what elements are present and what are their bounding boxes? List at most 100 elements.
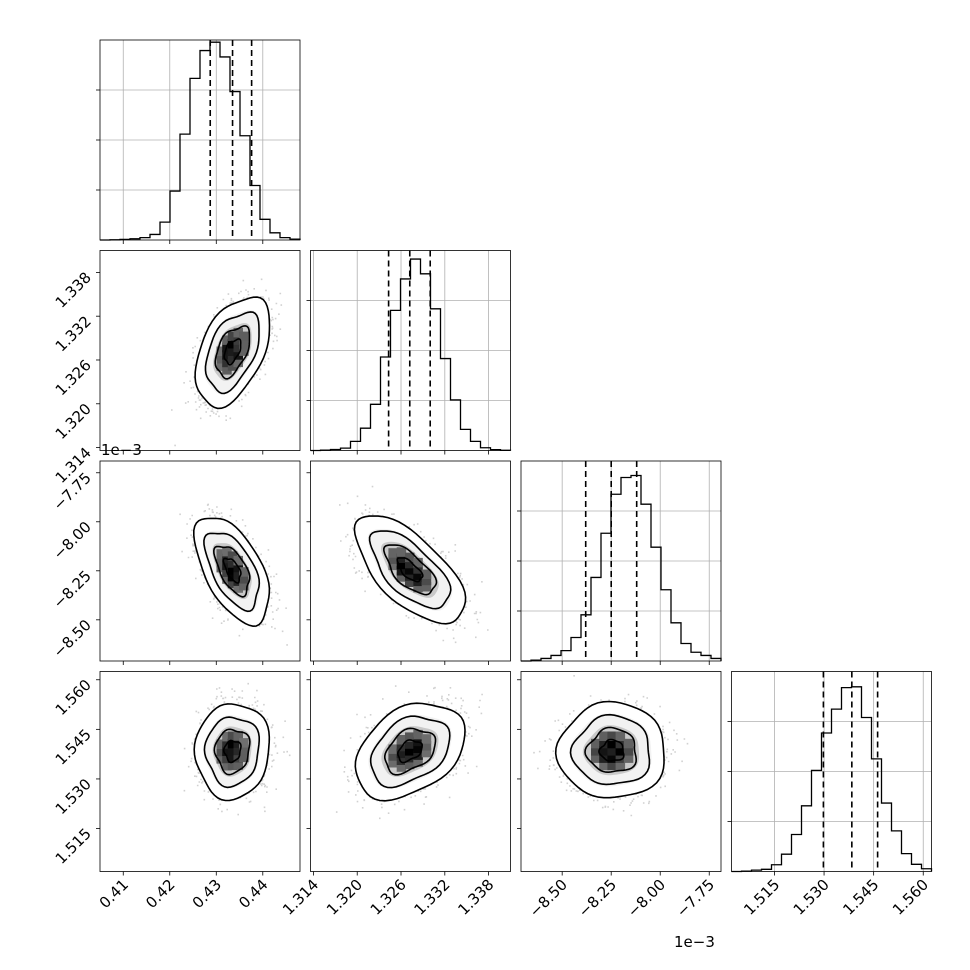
x-tick-label: −8.00: [624, 876, 669, 921]
density-cell: [599, 738, 609, 749]
x-axis-labels-3: −8.50 −8.25 −8.00 −7.75: [526, 876, 718, 921]
density-cell: [405, 565, 415, 575]
panel-content: [171, 278, 283, 447]
x-tick-label: 1.320: [323, 876, 366, 919]
y-tick-label: 1.530: [52, 775, 95, 818]
density-cell: [233, 583, 243, 593]
density-cell: [222, 350, 232, 360]
density-cell: [227, 361, 238, 371]
scatter-panel-4-1: [96, 679, 291, 876]
x-tick-label: 1.530: [790, 876, 833, 919]
density-cell: [216, 549, 226, 559]
density-cell: [233, 569, 243, 580]
x-tick-label: −8.25: [575, 876, 620, 921]
contour-line-1: [569, 713, 651, 786]
y-tick-label: 1.545: [52, 725, 95, 768]
density-cell: [615, 760, 626, 771]
density-cell: [615, 753, 626, 763]
density-cell: [233, 357, 243, 368]
x-tick-label: 0.43: [189, 876, 225, 912]
density-cell: [233, 342, 243, 353]
density-cell: [396, 547, 407, 557]
x-tick-label: 1.545: [839, 876, 882, 919]
x-tick-label: 1.515: [740, 876, 783, 919]
density-cell: [413, 729, 423, 740]
density-cell: [222, 546, 232, 557]
contour-line-1: [369, 715, 451, 789]
density-cell: [227, 558, 238, 568]
density-cell: [216, 346, 226, 356]
density-cell: [239, 752, 249, 763]
density-cell: [233, 555, 243, 566]
density-cell: [388, 751, 398, 761]
contour-line-2: [213, 728, 251, 776]
density-cell: [227, 551, 238, 561]
density-cell: [405, 732, 415, 742]
panel-content: [533, 675, 689, 817]
y-tick-label: 1.515: [52, 825, 95, 868]
density-cell: [222, 365, 232, 375]
density-cell: [216, 746, 226, 757]
density-cell: [405, 746, 415, 756]
density-cell: [227, 353, 238, 364]
density-cell: [421, 582, 432, 592]
x-tick-label: 1.560: [889, 876, 932, 919]
density-cell: [222, 574, 232, 584]
hist-step-3: [521, 474, 722, 662]
density-cell: [413, 557, 423, 568]
density-cell: [216, 556, 226, 566]
density-cell: [413, 570, 423, 580]
density-cell: [405, 552, 415, 563]
contour-line-2: [214, 325, 251, 380]
density-cell: [239, 738, 249, 748]
density-cell: [233, 731, 243, 741]
density-cell: [233, 335, 243, 345]
x-axis-labels-2: 1.314 1.320 1.326 1.332 1.338: [279, 876, 497, 919]
x-axis-labels-4: 1.515 1.530 1.545 1.560: [740, 871, 932, 919]
density-cell: [239, 346, 249, 356]
hist-frame-4: [731, 671, 932, 872]
x-tick-label: 1.326: [367, 876, 410, 919]
contour-line-1: [203, 716, 260, 789]
contour-line-0: [194, 296, 271, 410]
density-cell: [222, 731, 232, 742]
density-cell: [607, 746, 617, 756]
contour-line-1: [204, 311, 260, 395]
scatter-panel-4-2: [306, 679, 490, 876]
x-tick-label: −8.50: [526, 876, 571, 921]
density-cell: [233, 327, 243, 338]
x-tick-label: 1.332: [411, 876, 454, 919]
density-cell: [413, 743, 423, 753]
hist-step-2: [310, 258, 512, 452]
density-cell: [233, 738, 243, 748]
y-tick-label: 1.560: [52, 676, 95, 719]
panel-content: [183, 682, 291, 816]
contour-line-3: [222, 557, 242, 584]
y-tick-label: 1.320: [52, 400, 95, 443]
scatter-panel-4-3: [517, 675, 710, 876]
density-cell: [623, 746, 634, 756]
density-cell: [239, 574, 249, 584]
contour-line-0: [354, 702, 466, 802]
density-cell: [413, 582, 423, 593]
density-cell: [607, 760, 617, 771]
contour-line-0: [193, 517, 271, 628]
density-cell: [591, 746, 601, 756]
contour-line-2: [382, 544, 438, 596]
density-cell: [607, 738, 617, 749]
contour-line-3: [222, 739, 242, 764]
density-cell: [396, 762, 407, 772]
scatter-frame-3-1: [99, 460, 301, 662]
scatter-panel-3-1: [96, 472, 288, 665]
density-cell: [623, 753, 634, 763]
density-cell: [413, 757, 423, 767]
density-cell: [227, 738, 238, 749]
y-axis-labels-3: −8.50−8.25−8.00−7.75: [50, 469, 95, 661]
density-cell: [227, 346, 238, 356]
density-cell: [388, 560, 398, 571]
density-cell: [239, 580, 249, 591]
density-cell: [227, 571, 238, 582]
hist-panel-3: [517, 461, 722, 662]
contour-line-3: [223, 338, 242, 366]
